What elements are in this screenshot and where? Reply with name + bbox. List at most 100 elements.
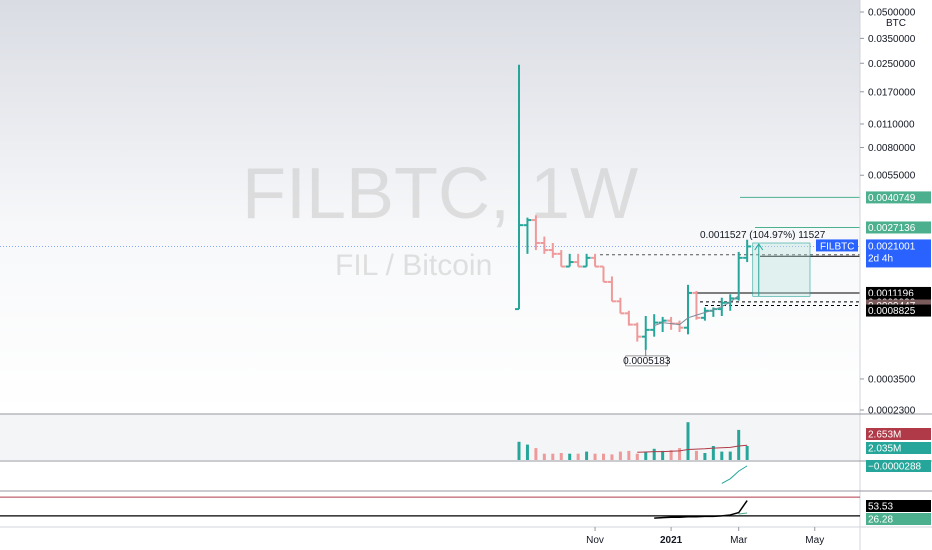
volume-ma-line [637,444,748,453]
measure-arrow-head [754,243,764,251]
price-tick-label: 0.0500000 [868,8,916,19]
price-tick-label: 0.0110000 [868,119,915,130]
ohlc-bar [607,276,616,303]
measure-box [752,242,811,297]
main-pane-background [0,0,860,413]
indicator1-tag-label: −0.0000288 [868,462,922,473]
volume-bar [737,429,741,460]
volume-bar [694,450,698,460]
volume-bar [602,453,605,460]
ohlc-bar [641,315,650,350]
price-tick-label: 0.0002300 [868,406,916,417]
volume-bar [669,450,673,460]
symbol-watermark: FILBTC, 1W [242,154,638,234]
x-tick-label: 2021 [660,535,683,546]
indicator2-signal-line [738,512,748,515]
indicator2-main-line [654,500,748,519]
ohlc-bar [540,236,549,254]
price-tick-label: 0.0080000 [868,143,916,154]
ohlc-bar [565,253,574,268]
price-tag-label: 0.0027136 [868,223,916,234]
volume-bar [678,448,682,460]
ohlc-bar [675,320,684,333]
price-tag-label: 0.0011196 [868,288,914,299]
volume-bar [635,453,639,460]
volume-tag-box [866,442,931,454]
volume-bar [542,453,546,460]
volume-bar [618,451,622,460]
last-price-value-box [866,239,931,268]
ohlc-bar [515,64,523,311]
currency-label: BTC [886,18,906,29]
volume-bar [525,444,529,460]
volume-bar [585,451,589,460]
volume-bar [576,453,580,460]
volume-pane-background [0,414,860,460]
volume-bar [593,453,597,460]
price-tag-label: 0.0040749 [868,193,916,204]
volume-bar [559,453,563,460]
ohlc-bar [557,250,566,268]
price-tag-box [866,304,931,317]
last-price-countdown: 2d 4h [868,253,893,264]
last-price-value: 0.0021001 [868,241,916,252]
volume-tag-box [866,428,931,440]
price-tick-label: 0.0250000 [868,59,916,70]
x-tick-label: Mar [730,535,748,546]
indicator2-tag-box [866,513,931,525]
volume-bar [728,451,732,460]
low-label-box [625,355,669,367]
volume-tag-label: 2.653M [868,430,901,441]
indicator2-tag-label: 26.28 [868,515,893,526]
ohlc-bar [523,217,532,254]
price-tag-box [866,191,931,204]
price-tick-label: 0.0350000 [868,34,916,45]
volume-bar [568,453,572,460]
volume-bar [627,450,631,460]
volume-bar [534,448,538,460]
ohlc-bar [531,215,540,251]
volume-bar [517,441,521,460]
volume-bar [644,451,648,460]
price-tag-box [866,221,931,234]
indicator1-tag-box [866,460,931,472]
low-label: 0.0005183 [623,356,671,367]
indicator1-line [721,465,748,484]
volume-tag-label: 2.035M [868,444,901,455]
ohlc-bar [548,243,557,258]
overlay-line [654,295,740,327]
ohlc-bar [633,322,642,342]
ohlc-bar [684,284,692,335]
ohlc-bar [574,253,583,268]
measure-label: 0.0011527 (104.97%) 11527 [700,230,826,241]
indicator2-tag-box [866,500,931,512]
last-price-symbol: FILBTC [820,241,854,252]
volume-bar [711,446,715,460]
indicator2-tag-label: 53.53 [868,502,893,513]
ohlc-bar [582,253,591,268]
volume-bar [720,451,724,460]
ohlc-bar [616,297,625,315]
last-price-symbol-box [816,239,858,252]
volume-bar [703,453,707,460]
price-scale-background [860,0,932,550]
ohlc-bar [591,253,600,268]
description-watermark: FIL / Bitcoin [335,249,492,282]
ohlc-bar [599,265,608,283]
volume-bar [610,454,614,460]
ohlc-bar [743,239,752,263]
price-tick-label: 0.0003500 [868,374,916,385]
x-tick-label: Nov [586,535,604,546]
volume-bar [745,446,749,460]
volume-bar [551,453,555,460]
ohlc-bar [700,307,709,321]
x-tick-label: May [805,535,824,546]
volume-bar [652,448,656,460]
ohlc-bar [624,310,633,326]
price-tick-label: 0.0055000 [868,171,916,182]
volume-bar [686,422,690,460]
price-tag-label: 0.0008825 [868,306,916,317]
price-tick-label: 0.0170000 [868,87,916,98]
